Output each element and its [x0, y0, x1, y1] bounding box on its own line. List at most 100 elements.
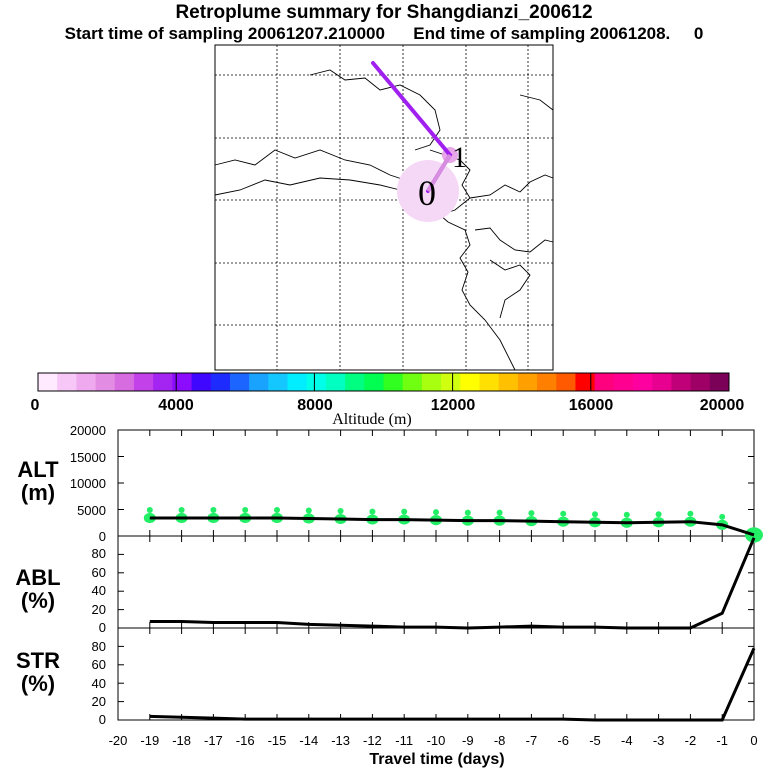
colorbar-swatch	[114, 373, 135, 391]
x-tick-label: -4	[621, 733, 633, 748]
x-tick-label: -17	[204, 733, 223, 748]
colorbar-tick: 4000	[158, 397, 194, 414]
x-tick-label: -20	[109, 733, 128, 748]
alt-y-tick: 5000	[77, 503, 106, 518]
x-tick-label: -11	[395, 733, 413, 748]
x-tick-label: -2	[685, 733, 697, 748]
abl-panel-frame	[117, 535, 755, 629]
str-y-tick: 80	[92, 639, 106, 654]
colorbar-label: Altitude (m)	[332, 411, 412, 428]
alt-y-tick: 20000	[70, 423, 106, 438]
x-tick-label: 0	[750, 733, 757, 748]
str-y-tick: 0	[99, 712, 106, 727]
alt-particle-dot	[496, 509, 503, 516]
colorbar-tick: 12000	[431, 397, 476, 414]
abl-panel-label: ABL	[15, 565, 60, 590]
alt-particle-dot	[210, 506, 217, 513]
colorbar-swatch	[325, 373, 346, 391]
str-series-line	[149, 647, 756, 722]
x-tick-label: -14	[299, 733, 318, 748]
x-tick-label: -7	[526, 733, 538, 748]
colorbar-swatch	[652, 373, 672, 391]
x-tick-label: -6	[557, 733, 569, 748]
colorbar-swatch	[38, 373, 58, 391]
abl-series-line	[149, 537, 756, 630]
colorbar-swatch	[76, 373, 97, 391]
alt-particle-dot	[433, 509, 439, 516]
x-tick-label: -3	[653, 733, 665, 748]
colorbar-tick: 20000	[700, 397, 745, 414]
colorbar-swatch	[95, 373, 116, 391]
colorbar-swatch	[364, 373, 384, 391]
colorbar-swatch	[249, 373, 269, 391]
str-y-tick: 40	[92, 676, 106, 691]
abl-y-tick: 20	[92, 602, 106, 617]
alt-particle-dot	[401, 508, 408, 515]
str-panel-unit: (%)	[21, 671, 55, 696]
colorbar-swatch	[345, 373, 365, 391]
x-tick-label: -8	[494, 733, 506, 748]
colorbar-tick: 16000	[569, 397, 614, 414]
x-tick-label: -19	[140, 733, 159, 748]
colorbar-swatch	[517, 373, 538, 391]
colorbar-swatch	[153, 373, 173, 391]
alt-panel-unit: (m)	[21, 480, 55, 505]
colorbar-swatch	[575, 373, 596, 391]
alt-particle-dot	[337, 508, 344, 515]
colorbar-swatch	[306, 373, 327, 391]
x-tick-label: -10	[427, 733, 446, 748]
alt-particle-dot	[242, 506, 249, 513]
x-tick-label: -18	[172, 733, 191, 748]
str-y-tick: 60	[92, 657, 106, 672]
colorbar-swatch	[709, 373, 730, 391]
colorbar-swatch	[383, 373, 404, 391]
alt-particle-dot	[146, 506, 153, 513]
alt-particle-dot	[623, 511, 630, 518]
alt-particle-dot	[178, 506, 185, 513]
colorbar-swatch	[172, 373, 193, 391]
alt-particle-dot	[655, 511, 662, 518]
colorbar-swatch	[613, 373, 634, 391]
abl-y-tick: 40	[92, 583, 106, 598]
str-panel-label: STR	[16, 648, 60, 673]
alt-particle-dot	[687, 510, 694, 517]
colorbar-swatch	[268, 373, 289, 391]
colorbar-swatch	[460, 373, 480, 391]
colorbar-swatch	[57, 373, 77, 391]
colorbar-frame	[37, 372, 730, 392]
colorbar-swatch	[133, 373, 154, 391]
colorbar-swatch	[556, 373, 576, 391]
map-panel: 1 0	[214, 44, 554, 371]
colorbar-swatch	[498, 373, 519, 391]
chart-title: Retroplume summary for Shangdianzi_20061…	[175, 2, 593, 23]
colorbar-swatch	[690, 373, 711, 391]
colorbar-swatch	[191, 373, 212, 391]
x-tick-label: -1	[716, 733, 728, 748]
colorbar-swatch	[441, 373, 461, 391]
x-tick-label: -13	[331, 733, 350, 748]
abl-panel-unit: (%)	[21, 588, 55, 613]
colorbar-swatch	[421, 373, 442, 391]
alt-particle-dot	[528, 510, 535, 517]
abl-y-tick: 0	[99, 620, 106, 635]
x-axis-label: Travel time (days)	[369, 751, 504, 768]
abl-y-tick: 60	[92, 565, 106, 580]
time-series-panels: ALT (m) ABL (%) STR (%) 20000 15000 1000…	[15, 423, 763, 768]
altitude-colorbar: 0 4000 8000 12000 16000 20000 Altitude (…	[31, 372, 745, 428]
map-frame	[214, 44, 554, 371]
alt-panel-label: ALT	[17, 457, 59, 482]
plume-trajectory-near-line	[426, 153, 452, 193]
alt-particle-dot	[719, 513, 726, 520]
colorbar-swatch	[479, 373, 500, 391]
alt-particle-dot	[274, 506, 280, 513]
colorbar-swatch	[210, 373, 231, 391]
str-panel-frame	[117, 627, 755, 721]
x-tick-label: -5	[589, 733, 601, 748]
alt-particle-dot	[592, 511, 598, 518]
alt-particle-dot	[560, 510, 567, 517]
sampling-time-subtitle: Start time of sampling 20061207.210000 E…	[64, 24, 704, 43]
alt-y-tick: 15000	[70, 450, 106, 465]
alt-particle-dot	[464, 509, 471, 516]
plume-label-day-0: 0	[418, 173, 436, 213]
